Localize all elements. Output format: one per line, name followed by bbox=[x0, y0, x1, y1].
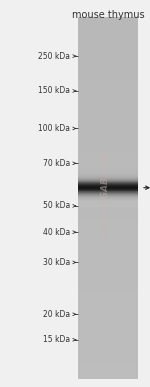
Text: 40 kDa: 40 kDa bbox=[43, 228, 70, 237]
Text: www.PTGAB.COM: www.PTGAB.COM bbox=[100, 149, 109, 238]
Text: mouse thymus: mouse thymus bbox=[72, 10, 144, 20]
Text: 20 kDa: 20 kDa bbox=[43, 310, 70, 319]
Text: 15 kDa: 15 kDa bbox=[43, 335, 70, 344]
Text: 100 kDa: 100 kDa bbox=[39, 124, 70, 133]
Text: 250 kDa: 250 kDa bbox=[39, 51, 70, 61]
Text: 150 kDa: 150 kDa bbox=[39, 86, 70, 96]
Text: 30 kDa: 30 kDa bbox=[43, 258, 70, 267]
Text: 70 kDa: 70 kDa bbox=[43, 159, 70, 168]
Text: 50 kDa: 50 kDa bbox=[43, 201, 70, 211]
